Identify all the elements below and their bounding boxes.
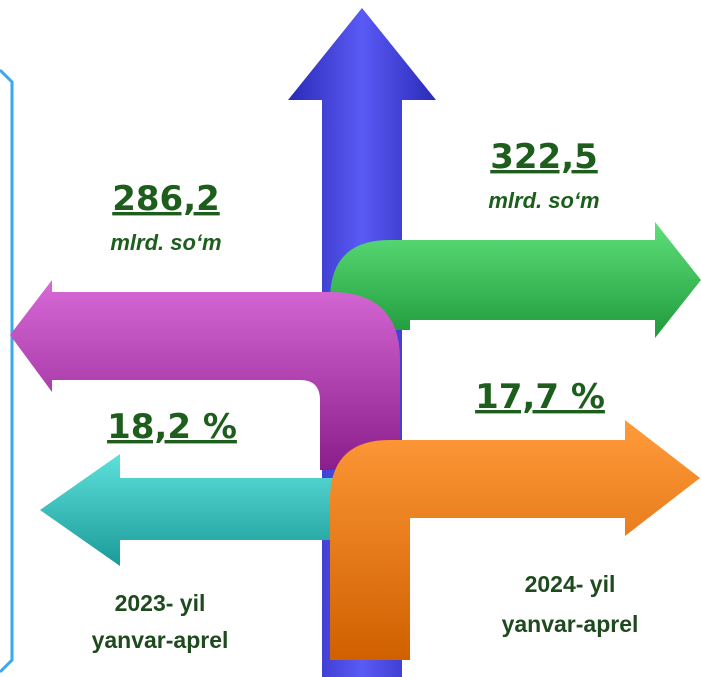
- magenta-arrow: [10, 280, 400, 470]
- left-year: 2023- yil: [115, 590, 206, 616]
- right-unit: mlrd. so‘m: [488, 188, 599, 213]
- frame-edge: [0, 68, 14, 674]
- right-year: 2024- yil: [525, 571, 616, 597]
- green-arrow: [330, 222, 701, 338]
- left-amount: 286,2: [112, 179, 220, 219]
- orange-arrow: [330, 420, 700, 660]
- right-percent: 17,7 %: [475, 377, 605, 417]
- left-months: yanvar-aprel: [92, 627, 229, 653]
- right-amount: 322,5: [490, 137, 598, 177]
- left-unit: mlrd. so‘m: [110, 230, 221, 255]
- right-months: yanvar-aprel: [502, 611, 639, 637]
- left-percent: 18,2 %: [107, 407, 237, 447]
- teal-arrow: [40, 454, 335, 566]
